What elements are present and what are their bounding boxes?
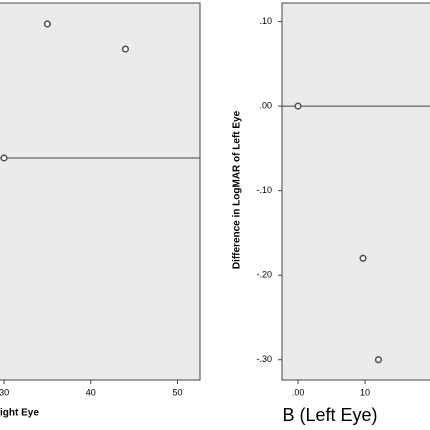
- panel-title: B (Left Eye): [282, 405, 377, 425]
- plot-area: [281, 2, 430, 381]
- y-tick-label: -.30: [256, 354, 272, 364]
- data-point: [43, 20, 52, 28]
- x-tick-label: .00: [292, 387, 305, 397]
- y-tick-label: .00: [259, 101, 272, 111]
- data-point: [0, 154, 8, 162]
- data-point: [121, 45, 130, 53]
- y-tick-label: -.20: [256, 270, 272, 280]
- x-tick-label: 30: [0, 387, 9, 397]
- x-tick-label: 10: [360, 387, 370, 397]
- data-point: [359, 254, 367, 262]
- y-tick-label: -.10: [256, 185, 272, 195]
- y-tick-label: .10: [259, 16, 272, 26]
- data-point: [294, 102, 302, 110]
- y-axis-label: Difference in LogMAR of Left Eye: [232, 110, 243, 269]
- data-point: [374, 356, 383, 364]
- x-tick-label: 50: [172, 387, 182, 397]
- plot-area: [0, 2, 201, 381]
- x-tick-label: 40: [86, 387, 96, 397]
- x-axis-label: ight Eye: [0, 408, 39, 419]
